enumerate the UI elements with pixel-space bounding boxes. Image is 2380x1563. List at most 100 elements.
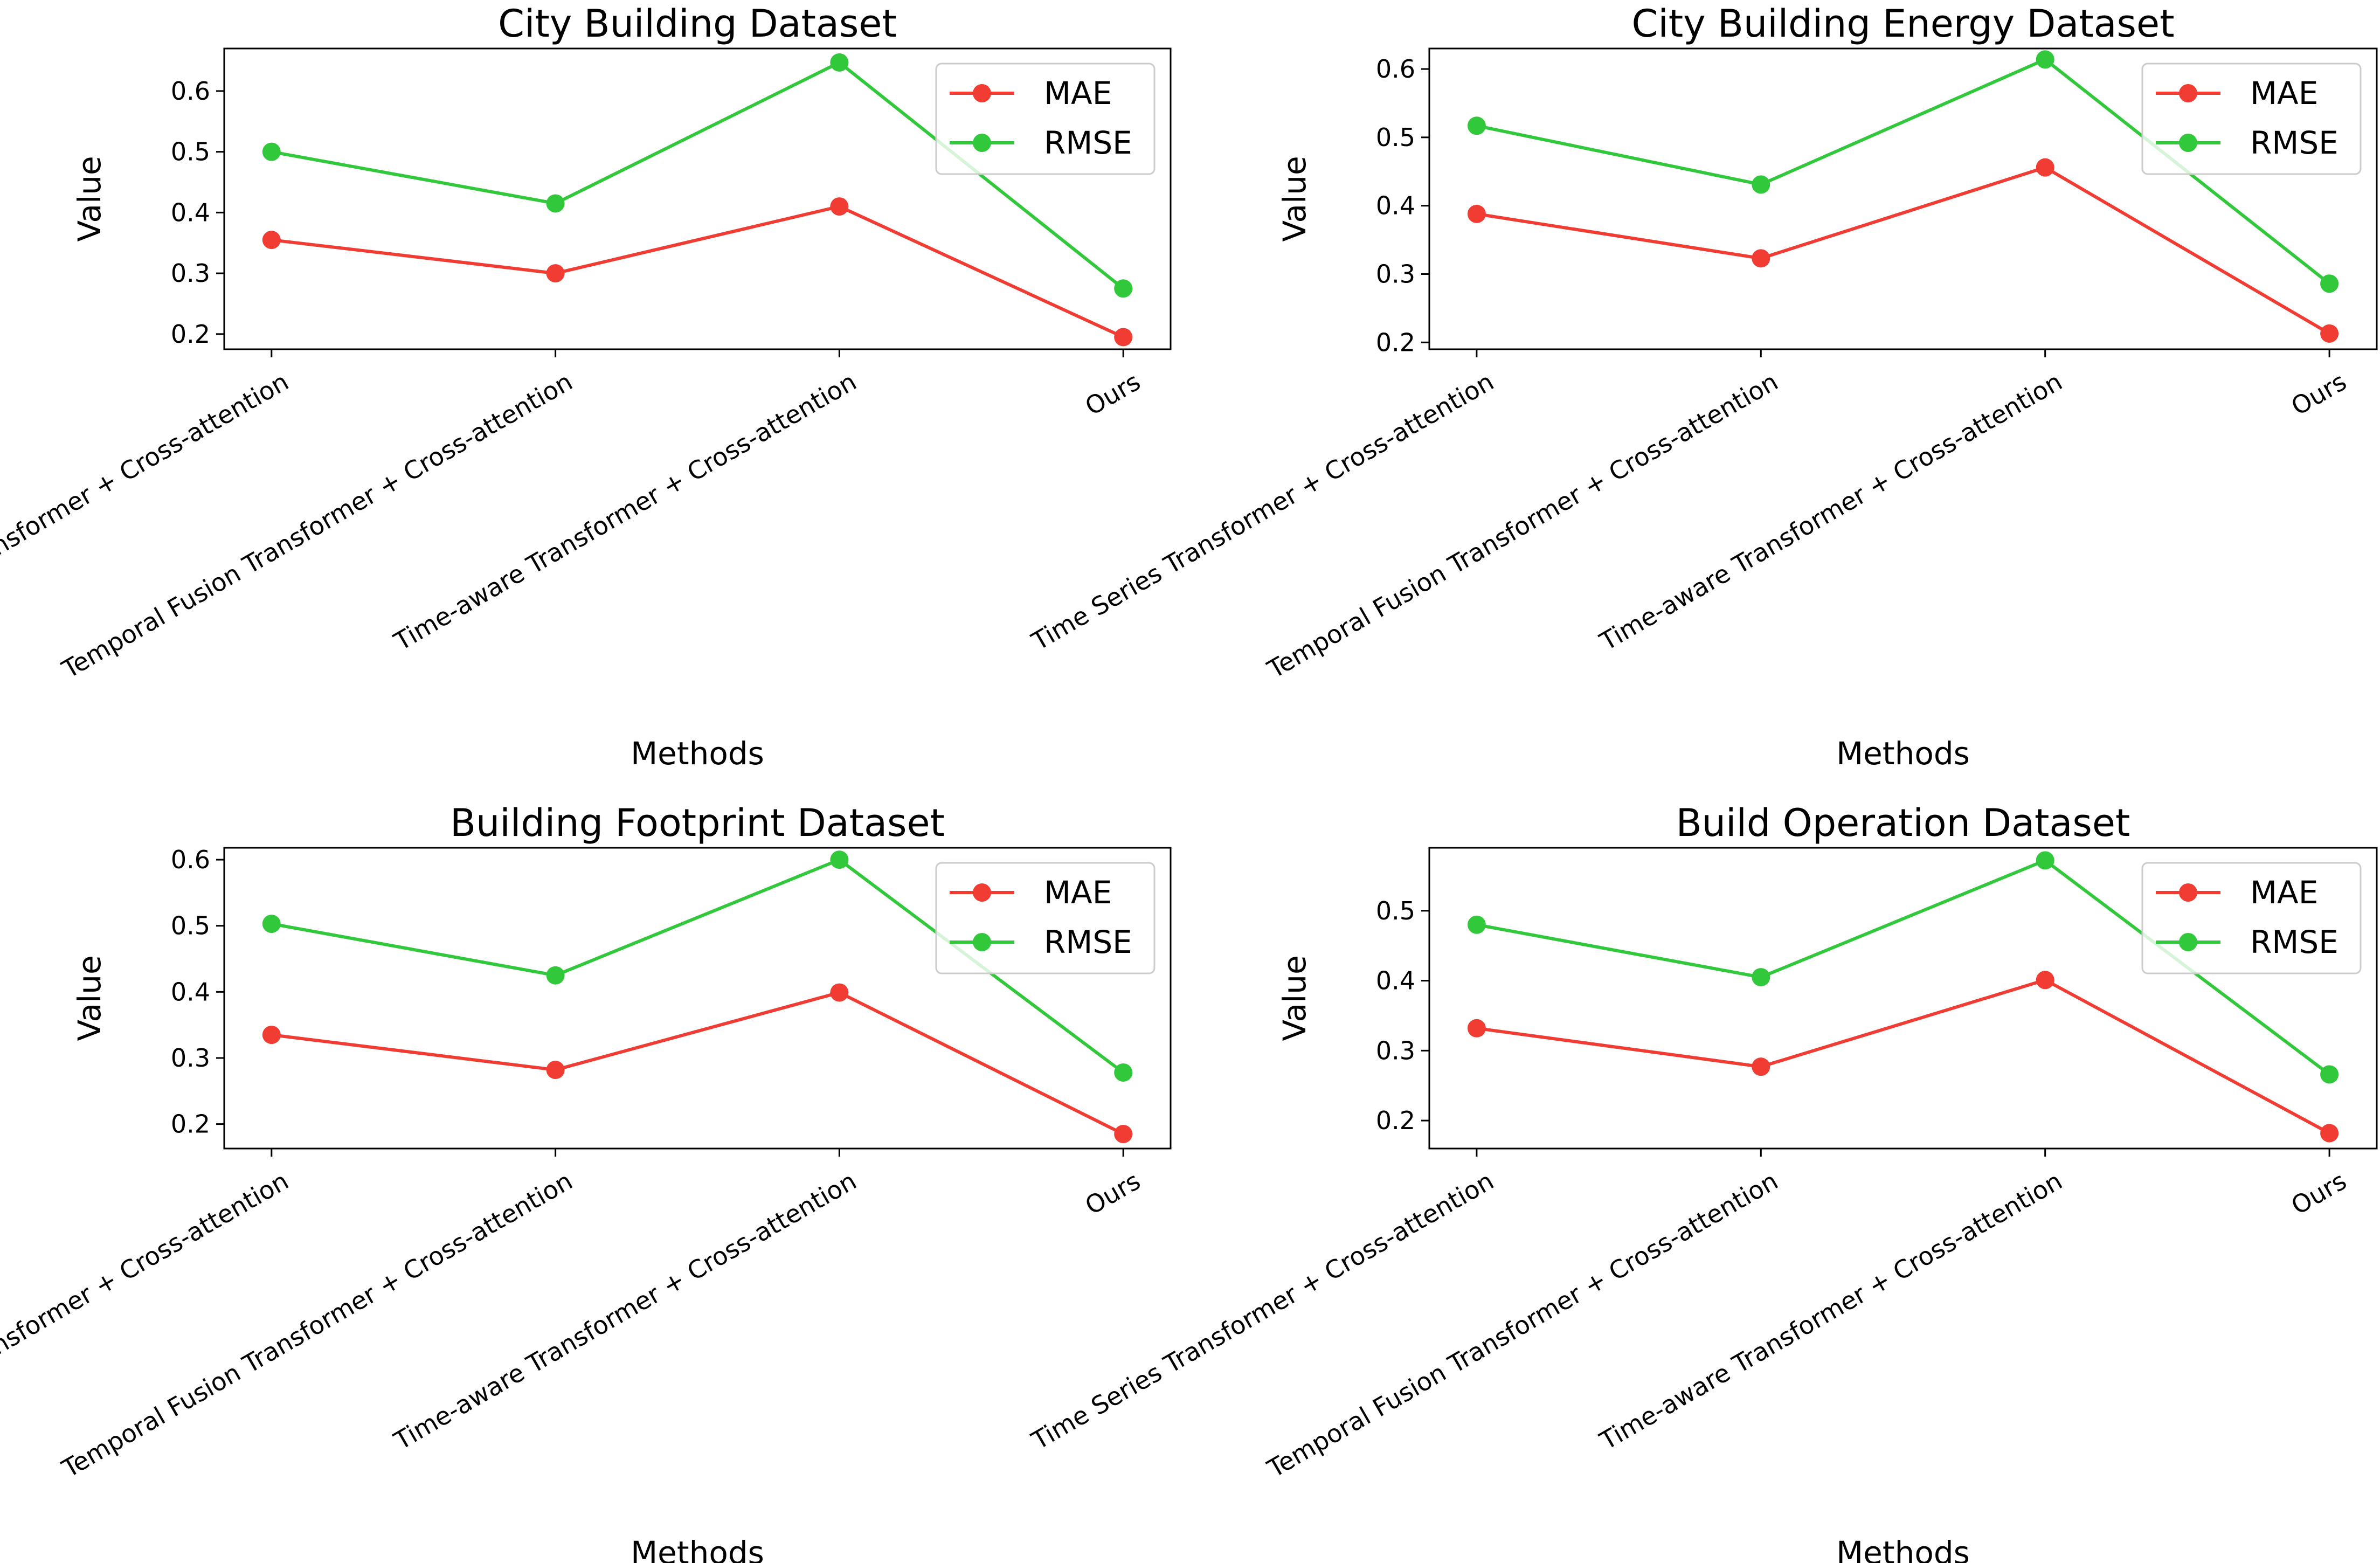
series-line-mae (1476, 978, 2330, 1135)
chart-panel: Build Operation Dataset 0.2 0.3 0.4 0.5 Value… (1026, 801, 2378, 1563)
y-tick-label: 0.2 (171, 320, 210, 349)
y-tick-label: 0.4 (171, 198, 210, 227)
legend-label: RMSE (1044, 125, 1132, 161)
data-point-rmse (1114, 1063, 1133, 1082)
y-axis-label: Value (71, 955, 108, 1041)
x-axis-label: Methods (1836, 735, 1970, 772)
y-axis-label: Value (71, 156, 108, 241)
legend-swatch-marker (973, 84, 991, 102)
legend-label: MAE (1044, 874, 1112, 911)
axes-frame (1428, 47, 2378, 350)
data-point-mae (2036, 971, 2054, 990)
x-tick-label: Ours (2286, 1166, 2351, 1221)
data-point-rmse (262, 142, 281, 161)
legend-label: MAE (1044, 75, 1112, 112)
x-tick-label: Ours (1080, 367, 1145, 421)
data-point-mae (1114, 328, 1133, 347)
y-tick-label: 0.6 (171, 845, 210, 874)
data-point-mae (262, 231, 281, 250)
data-point-rmse (830, 53, 849, 72)
series-line-mae (1476, 165, 2330, 335)
chart-title: City Building Energy Dataset (1631, 2, 2174, 46)
y-tick-label: 0.5 (171, 137, 210, 167)
data-point-rmse (2320, 1065, 2339, 1084)
data-point-rmse (1467, 116, 1486, 135)
data-point-rmse (2320, 274, 2339, 293)
data-point-rmse (546, 194, 565, 213)
x-axis-label: Methods (1836, 1534, 1970, 1563)
data-point-mae (546, 264, 565, 283)
series-line-mae (271, 991, 1124, 1136)
data-point-rmse (546, 966, 565, 985)
x-tick-label: Temporal Fusion Transformer + Cross-atte… (1262, 1166, 1783, 1484)
data-point-rmse (830, 850, 849, 869)
y-tick-label: 0.3 (1376, 1036, 1415, 1065)
y-tick-label: 0.2 (1376, 1106, 1415, 1135)
data-point-mae (1467, 204, 1486, 223)
x-tick-label: Time-aware Transformer + Cross-attention (1595, 1166, 2067, 1456)
legend-swatch-marker (973, 933, 991, 951)
data-point-mae (830, 983, 849, 1002)
axes-frame (1428, 847, 2378, 1150)
data-point-rmse (1114, 279, 1133, 298)
x-tick-label: Time-aware Transformer + Cross-attention (1595, 367, 2067, 656)
y-tick-label: 0.5 (1376, 123, 1415, 152)
legend-label: MAE (2250, 75, 2318, 112)
y-tick-label: 0.6 (1376, 54, 1415, 84)
x-tick-label: Temporal Fusion Transformer + Cross-atte… (1262, 367, 1783, 684)
chart-panel: City Building Dataset 0.2 0.3 0.4 0.5 0.6 Valu… (0, 2, 1172, 772)
axes-frame (223, 47, 1172, 350)
legend-swatch-marker (2179, 883, 2197, 902)
data-point-mae (2320, 1124, 2339, 1143)
legend-swatch-marker (2179, 134, 2197, 152)
series-line-rmse (271, 60, 1125, 290)
chart-title: Build Operation Dataset (1676, 801, 2130, 845)
chart-panel: Building Footprint Dataset 0.2 0.3 0.4 0.5 0.… (0, 801, 1172, 1563)
data-point-rmse (262, 915, 281, 933)
legend-label: RMSE (1044, 924, 1132, 960)
data-point-rmse (2036, 851, 2054, 870)
x-tick-label: Ours (2286, 367, 2351, 421)
data-point-mae (1114, 1125, 1133, 1144)
x-tick-label: Temporal Fusion Transformer + Cross-atte… (57, 1166, 577, 1484)
chart-title: City Building Dataset (498, 2, 897, 46)
chart-panel: City Building Energy Dataset 0.2 0.3 0.4 0.5… (1026, 2, 2378, 772)
x-axis-label: Methods (631, 735, 764, 772)
data-point-mae (2036, 158, 2054, 177)
x-tick-label: Ours (1080, 1166, 1145, 1221)
y-tick-label: 0.4 (1376, 191, 1415, 220)
y-tick-label: 0.5 (171, 911, 210, 940)
data-point-rmse (1752, 968, 1770, 987)
data-point-rmse (1752, 175, 1770, 194)
y-tick-label: 0.2 (171, 1110, 210, 1139)
data-point-rmse (2036, 50, 2054, 69)
legend-label: RMSE (2250, 125, 2339, 161)
chart-title: Building Footprint Dataset (450, 801, 945, 845)
x-tick-label: Temporal Fusion Transformer + Cross-atte… (57, 367, 577, 684)
legend-swatch-marker (2179, 84, 2197, 102)
data-point-mae (1752, 249, 1770, 268)
x-axis-label: Methods (631, 1534, 764, 1563)
legend-swatch-marker (973, 134, 991, 152)
y-tick-label: 0.5 (1376, 896, 1415, 925)
data-point-rmse (1467, 915, 1486, 934)
legend-label: MAE (2250, 874, 2318, 911)
y-tick-label: 0.3 (171, 259, 210, 288)
data-point-mae (1752, 1057, 1770, 1076)
legend-swatch-marker (2179, 933, 2197, 951)
y-tick-label: 0.3 (171, 1043, 210, 1073)
y-axis-label: Value (1276, 955, 1313, 1041)
x-tick-label: Time-aware Transformer + Cross-attention (389, 367, 861, 656)
data-point-mae (262, 1026, 281, 1045)
data-point-mae (546, 1061, 565, 1080)
y-tick-label: 0.4 (171, 977, 210, 1006)
y-tick-label: 0.2 (1376, 328, 1415, 357)
data-point-mae (830, 197, 849, 216)
legend-label: RMSE (2250, 924, 2339, 960)
legend-swatch-marker (973, 883, 991, 902)
data-point-mae (1467, 1019, 1486, 1038)
axes-frame (223, 847, 1172, 1150)
y-tick-label: 0.4 (1376, 966, 1415, 995)
y-tick-label: 0.3 (1376, 260, 1415, 289)
